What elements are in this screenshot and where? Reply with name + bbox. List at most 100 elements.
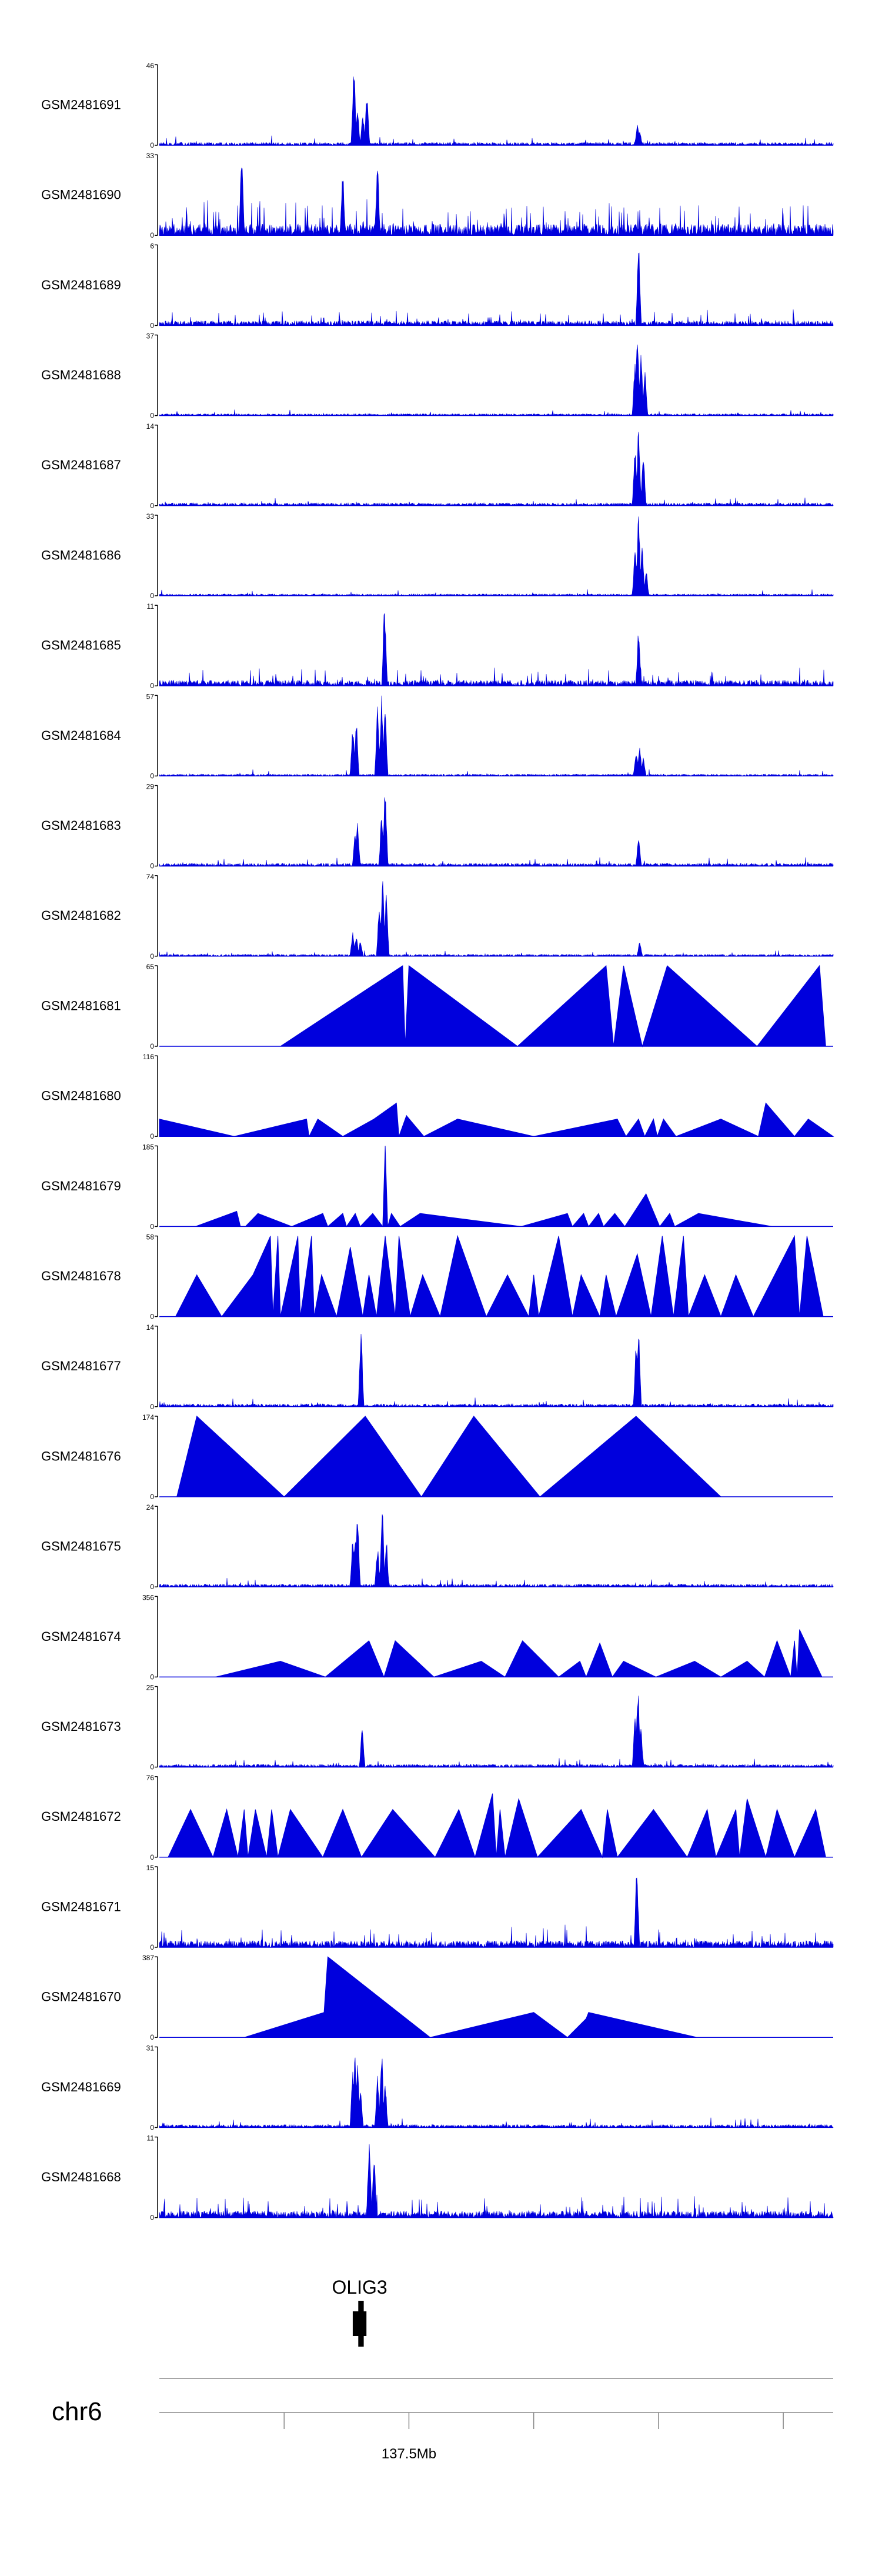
y-min-label: 0 xyxy=(150,1763,154,1771)
track-label: GSM2481687 xyxy=(41,458,121,472)
track-label: GSM2481670 xyxy=(41,1990,121,2004)
y-min-label: 0 xyxy=(150,1583,154,1591)
signal-area xyxy=(159,76,834,146)
track-label: GSM2481683 xyxy=(41,818,121,833)
y-max-label: 33 xyxy=(146,512,155,520)
track-GSM2481678: GSM2481678 58 0 xyxy=(41,1233,833,1321)
track-label: GSM2481689 xyxy=(41,278,121,292)
y-max-label: 25 xyxy=(146,1684,155,1692)
y-min-label: 0 xyxy=(150,2033,154,2041)
signal-area xyxy=(159,695,834,777)
track-GSM2481669: GSM2481669 31 0 xyxy=(41,2044,834,2131)
y-max-label: 29 xyxy=(146,783,155,791)
track-GSM2481679: GSM2481679 185 0 xyxy=(41,1143,833,1230)
signal-area xyxy=(159,1514,834,1588)
signal-area xyxy=(159,1877,834,1948)
track-label: GSM2481680 xyxy=(41,1089,121,1103)
signal-area xyxy=(159,797,834,867)
track-GSM2481668: GSM2481668 11 0 xyxy=(41,2134,834,2222)
track-label: GSM2481681 xyxy=(41,998,121,1013)
signal-area xyxy=(159,1333,834,1407)
signal-area xyxy=(159,432,834,506)
gene-label-olig3: OLIG3 xyxy=(332,2277,387,2298)
y-max-label: 14 xyxy=(146,422,155,431)
y-max-label: 15 xyxy=(146,1864,155,1872)
y-max-label: 116 xyxy=(143,1053,154,1061)
track-GSM2481680: GSM2481680 116 0 xyxy=(41,1053,834,1140)
y-min-label: 0 xyxy=(150,952,154,960)
y-max-label: 58 xyxy=(146,1233,155,1242)
y-min-label: 0 xyxy=(150,141,154,149)
signal-area xyxy=(159,1102,834,1138)
y-max-label: 46 xyxy=(146,62,155,70)
track-GSM2481676: GSM2481676 174 0 xyxy=(41,1413,833,1501)
y-min-label: 0 xyxy=(150,1222,154,1230)
y-min-label: 0 xyxy=(150,592,154,600)
track-GSM2481689: GSM2481689 6 0 xyxy=(41,242,834,329)
signal-area xyxy=(159,2144,834,2218)
track-label: GSM2481691 xyxy=(41,97,121,112)
signal-area xyxy=(159,1696,834,1768)
y-max-label: 6 xyxy=(150,242,154,250)
y-min-label: 0 xyxy=(150,502,154,510)
track-GSM2481674: GSM2481674 356 0 xyxy=(41,1593,833,1681)
y-max-label: 57 xyxy=(146,692,155,700)
y-max-label: 11 xyxy=(147,602,155,610)
y-max-label: 185 xyxy=(142,1143,154,1151)
track-GSM2481687: GSM2481687 14 0 xyxy=(41,422,834,510)
gene-track: OLIG3 xyxy=(332,2277,387,2347)
axis-tick-label: 137.5Mb xyxy=(382,2446,436,2462)
signal-area xyxy=(168,1793,826,1858)
signal-area xyxy=(159,613,834,687)
track-label: GSM2481672 xyxy=(41,1809,121,1824)
track-label: GSM2481688 xyxy=(41,368,121,382)
y-max-label: 387 xyxy=(142,1954,154,1962)
y-max-label: 24 xyxy=(146,1503,155,1511)
signal-area xyxy=(244,1956,697,2038)
track-GSM2481684: GSM2481684 57 0 xyxy=(41,692,834,780)
track-label: GSM2481678 xyxy=(41,1269,121,1283)
signal-area xyxy=(195,1146,773,1227)
y-max-label: 174 xyxy=(142,1413,154,1422)
track-label: GSM2481686 xyxy=(41,548,121,562)
track-GSM2481672: GSM2481672 76 0 xyxy=(41,1774,833,1861)
track-label: GSM2481671 xyxy=(41,1899,121,1914)
y-min-label: 0 xyxy=(150,2214,154,2222)
track-GSM2481675: GSM2481675 24 0 xyxy=(41,1503,834,1591)
y-max-label: 14 xyxy=(146,1323,155,1332)
y-min-label: 0 xyxy=(150,772,154,780)
track-label: GSM2481676 xyxy=(41,1449,121,1463)
track-group: GSM2481691460GSM2481690330GSM248168960GS… xyxy=(41,62,834,2222)
track-GSM2481670: GSM2481670 387 0 xyxy=(41,1954,833,2041)
signal-area xyxy=(175,1234,824,1318)
y-max-label: 65 xyxy=(146,963,155,971)
track-label: GSM2481675 xyxy=(41,1539,121,1554)
signal-area xyxy=(159,516,834,596)
track-label: GSM2481685 xyxy=(41,638,121,653)
y-min-label: 0 xyxy=(150,412,154,420)
signal-area xyxy=(159,252,834,326)
track-label: GSM2481690 xyxy=(41,188,121,202)
track-label: GSM2481673 xyxy=(41,1719,121,1734)
y-min-label: 0 xyxy=(150,1313,154,1321)
track-label: GSM2481669 xyxy=(41,2080,121,2094)
y-max-label: 33 xyxy=(146,152,155,160)
y-min-label: 0 xyxy=(150,321,154,329)
track-GSM2481691: GSM2481691 46 0 xyxy=(41,62,834,149)
y-min-label: 0 xyxy=(150,1493,154,1501)
signal-area xyxy=(279,965,826,1047)
signal-area xyxy=(159,344,834,416)
y-min-label: 0 xyxy=(150,1673,154,1681)
y-max-label: 11 xyxy=(147,2134,155,2143)
track-GSM2481681: GSM2481681 65 0 xyxy=(41,963,833,1050)
track-GSM2481690: GSM2481690 33 0 xyxy=(41,152,834,239)
track-label: GSM2481684 xyxy=(41,728,121,743)
track-GSM2481688: GSM2481688 37 0 xyxy=(41,332,834,420)
track-GSM2481673: GSM2481673 25 0 xyxy=(41,1684,834,1771)
y-max-label: 356 xyxy=(142,1593,154,1601)
track-label: GSM2481677 xyxy=(41,1359,121,1373)
y-min-label: 0 xyxy=(150,1132,154,1140)
signal-area xyxy=(215,1629,823,1678)
track-GSM2481685: GSM2481685 11 0 xyxy=(41,602,834,690)
